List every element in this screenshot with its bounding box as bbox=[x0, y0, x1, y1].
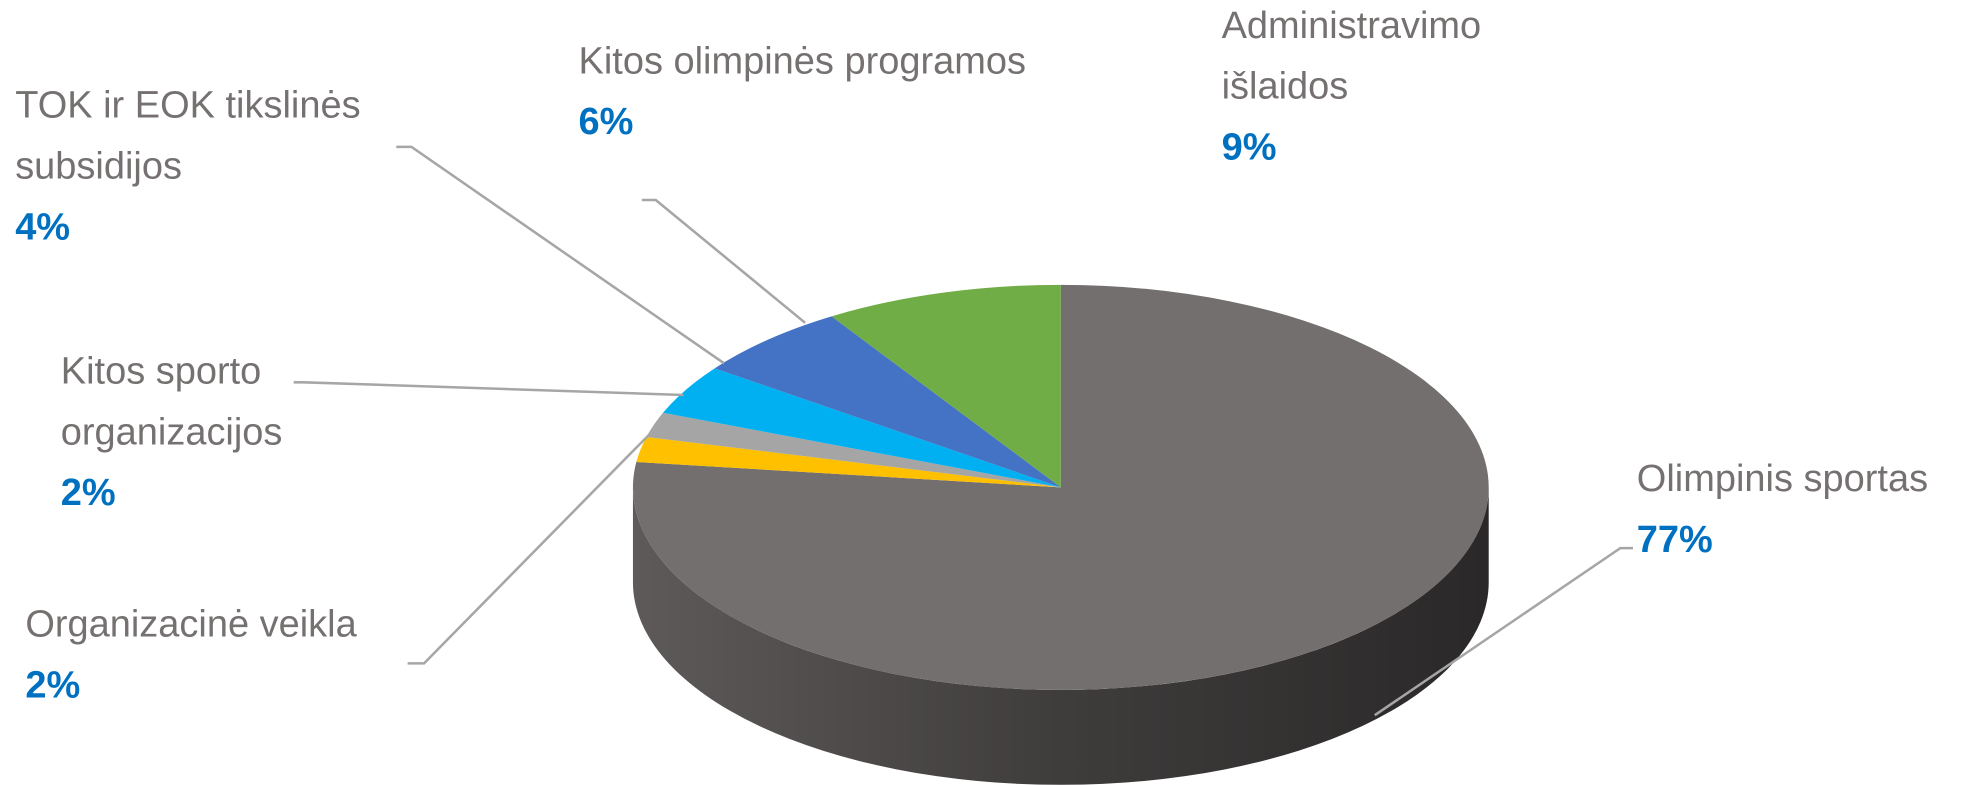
slice-label: Organizacinė veikla 2% bbox=[25, 595, 430, 717]
category-name: TOK ir EOK tikslinės subsidijos bbox=[15, 84, 361, 188]
leader-line bbox=[1374, 546, 1634, 717]
value-label: 6% bbox=[578, 101, 634, 144]
pie-slice bbox=[636, 437, 1061, 488]
slice-label: TOK ir EOK tikslinės subsidijos 4% bbox=[15, 76, 407, 258]
value-label: 77% bbox=[1636, 519, 1713, 561]
pie-side bbox=[632, 487, 1489, 785]
leader-lines bbox=[293, 145, 1634, 717]
category-name: Organizacinė veikla bbox=[25, 603, 357, 646]
slice-label: Kitos olimpinės programos 6% bbox=[579, 32, 1111, 154]
category-name: Olimpinis sportas bbox=[1636, 458, 1929, 501]
pie-slice bbox=[714, 316, 1061, 488]
pie-slice bbox=[662, 368, 1061, 488]
pie-slice bbox=[646, 412, 1061, 488]
category-name: Administravimo išlaidos bbox=[1221, 5, 1482, 108]
value-label: 9% bbox=[1221, 126, 1277, 169]
slice-label: Olimpinis sportas 77% bbox=[1637, 449, 1985, 571]
leader-line bbox=[396, 145, 725, 365]
leader-line bbox=[293, 381, 684, 397]
leader-line bbox=[641, 198, 806, 324]
leader-line bbox=[407, 423, 661, 665]
value-label: 2% bbox=[60, 472, 116, 514]
slice-label: Administravimo išlaidos 9% bbox=[1222, 0, 1538, 178]
pie-slice bbox=[831, 284, 1061, 488]
category-name: Kitos olimpinės programos bbox=[578, 40, 1026, 83]
value-label: 4% bbox=[15, 206, 71, 249]
category-name: Kitos sporto organizacijos bbox=[60, 350, 283, 454]
slice-label: Kitos sporto organizacijos 2% bbox=[61, 342, 327, 524]
value-label: 2% bbox=[25, 664, 81, 707]
